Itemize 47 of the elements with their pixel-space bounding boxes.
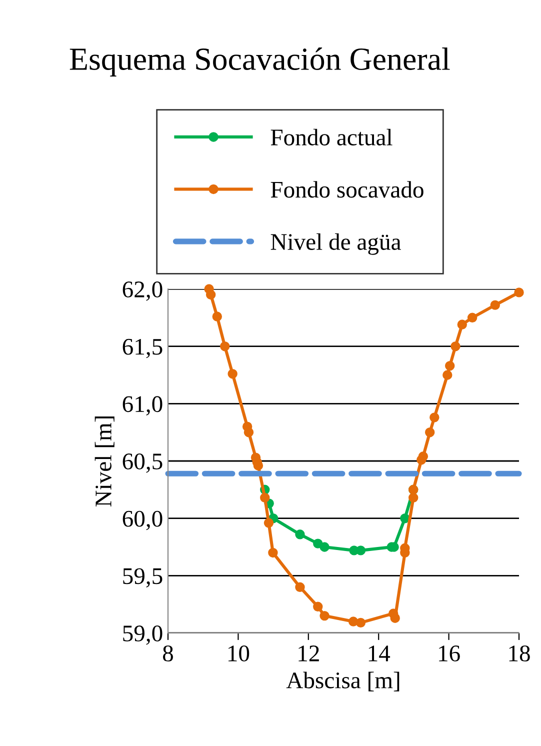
y-tick-label: 61,0 xyxy=(122,396,162,416)
point xyxy=(228,368,238,379)
point xyxy=(320,610,330,621)
point xyxy=(206,290,216,300)
point xyxy=(400,513,410,524)
y-tick-label: 59,5 xyxy=(123,568,162,588)
point xyxy=(313,602,323,612)
point xyxy=(442,370,452,380)
x-tick-label: 12 xyxy=(298,646,319,662)
point xyxy=(295,530,305,540)
point xyxy=(418,452,428,462)
point xyxy=(260,492,270,503)
point xyxy=(212,312,222,322)
y-tick-label: 59,0 xyxy=(123,625,162,645)
y-axis-title: Nivel [m] xyxy=(94,416,114,507)
legend-label: Fondo actual xyxy=(270,128,392,146)
point xyxy=(444,360,455,371)
x-tick-label: 16 xyxy=(439,646,460,662)
point xyxy=(430,412,440,422)
point xyxy=(356,546,366,556)
y-tick-label: 62,0 xyxy=(122,281,162,301)
point xyxy=(450,341,460,352)
x-tick-label: 18 xyxy=(509,645,530,662)
y-tick-label: 60,5 xyxy=(122,453,162,473)
chart-title: Esquema Socavación General xyxy=(70,47,450,77)
point xyxy=(390,613,400,623)
legend-label: Nivel de agüa xyxy=(270,233,401,255)
point xyxy=(467,312,478,323)
point xyxy=(244,427,254,438)
y-tick-label: 61,5 xyxy=(122,338,162,358)
point xyxy=(490,300,500,310)
point xyxy=(264,518,274,528)
point xyxy=(220,341,230,352)
point xyxy=(320,542,330,552)
point xyxy=(356,618,366,628)
point xyxy=(268,548,278,558)
x-axis-title: Abscisa [m] xyxy=(286,672,400,692)
y-tick-label: 60,0 xyxy=(122,510,162,530)
x-tick-label: 8 xyxy=(162,645,174,662)
point xyxy=(424,427,435,438)
x-tick-label: 10 xyxy=(228,645,250,662)
x-tick-label: 14 xyxy=(368,646,390,662)
point xyxy=(295,582,305,592)
point xyxy=(408,492,418,503)
point xyxy=(514,288,524,298)
point xyxy=(457,320,467,330)
legend-label: Fondo socavado xyxy=(270,181,424,198)
